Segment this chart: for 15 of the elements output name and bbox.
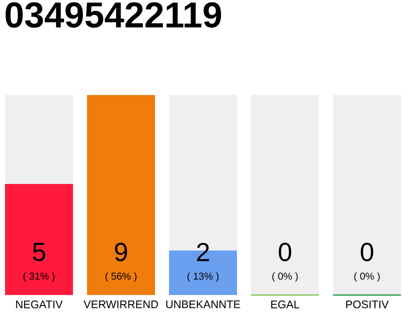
data-label: 5 [32,242,46,262]
x-tick-label: UNBEKANNTE [166,300,240,308]
annotation: ( 0% ) [272,272,298,282]
annotation: ( 31% ) [24,272,54,282]
x-tick-label: NEGATIV [16,300,63,308]
data-label: 9 [114,242,128,262]
annotation: ( 13% ) [188,272,218,282]
x-tick-label: EGAL [271,300,300,308]
x-tick-label: POSITIV [346,300,389,308]
annotation: ( 56% ) [106,272,136,282]
annotation: 0 [278,242,292,262]
x-tick-label: VERWIRREND [84,300,158,308]
annotation: ( 0% ) [354,272,380,282]
annotation: 0 [360,242,374,262]
chart-title: 03495422119 [6,2,222,28]
